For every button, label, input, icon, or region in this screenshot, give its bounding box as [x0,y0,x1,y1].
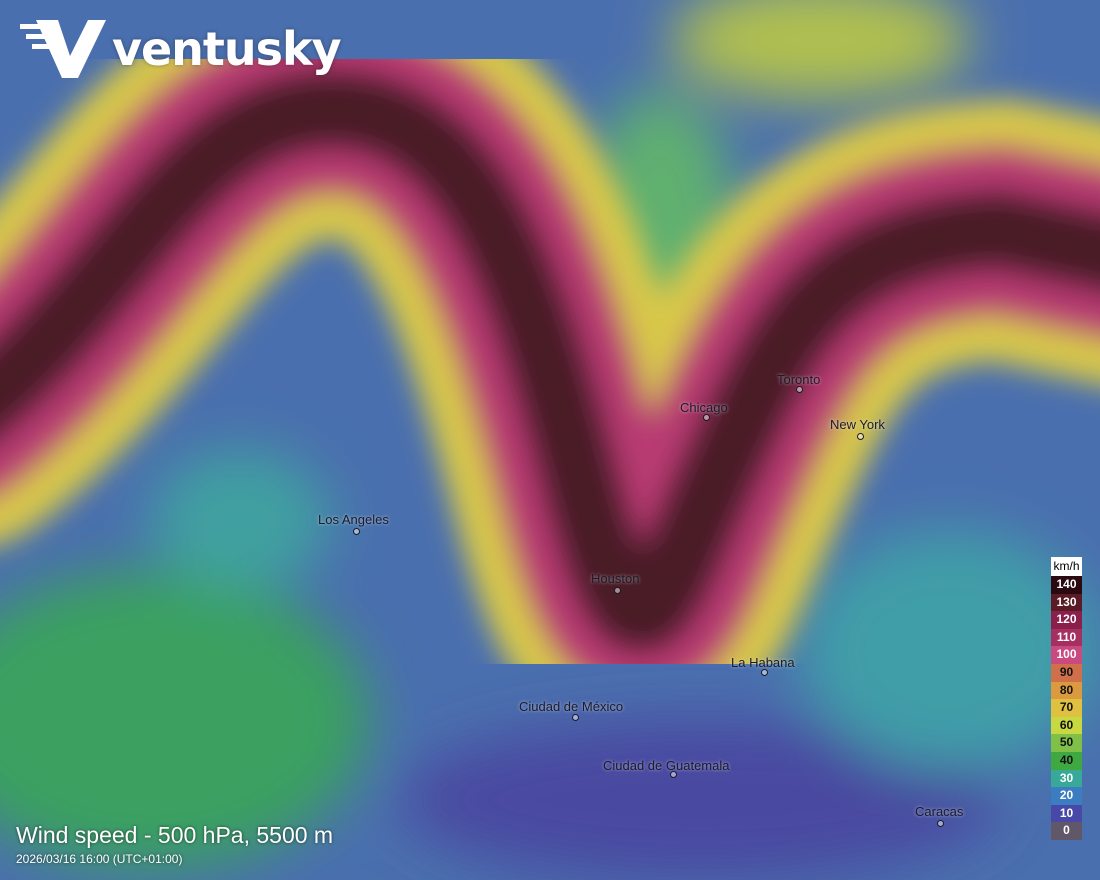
legend-step: 80 [1051,681,1082,700]
legend-step: 30 [1051,769,1082,788]
legend-step: 60 [1051,716,1082,735]
city-marker [703,414,710,421]
city-label: New York [830,417,885,432]
legend-step: 140 [1051,576,1082,594]
ventusky-logo-icon [20,20,106,78]
legend-step: 130 [1051,593,1082,612]
city-marker [796,386,803,393]
city-label: Los Angeles [318,512,389,527]
city-marker [614,587,621,594]
ventusky-logo[interactable]: ventusky [18,18,342,80]
brand-name: ventusky [112,22,342,76]
city-label: Houston [591,571,640,586]
legend-step: 70 [1051,699,1082,717]
city-label: Toronto [777,372,821,387]
city-marker [937,820,944,827]
legend-step: 20 [1051,787,1082,805]
city-marker [857,433,864,440]
city-marker [353,528,360,535]
city-marker [572,714,579,721]
city-label: La Habana [731,655,795,670]
city-marker [670,771,677,778]
city-marker [761,669,768,676]
legend-step: 110 [1051,628,1082,647]
wind-speed-legend[interactable]: km/h 140 130 120 110 100 90 80 70 60 50 40 30 20 10 0 [1051,557,1082,840]
layer-datetime: 2026/03/16 16:00 (UTC+01:00) [16,852,183,866]
city-label: Chicago [680,400,728,415]
city-label: Caracas [915,804,964,819]
legend-step: 10 [1051,804,1082,823]
legend-step: 100 [1051,646,1082,664]
city-label: Ciudad de Guatemala [603,758,730,773]
legend-step: 90 [1051,663,1082,682]
legend-unit: km/h [1051,557,1082,576]
legend-step: 0 [1051,822,1082,840]
city-label: Ciudad de México [519,699,624,714]
legend-step: 120 [1051,611,1082,629]
legend-step: 50 [1051,734,1082,752]
legend-step: 40 [1051,751,1082,770]
layer-title: Wind speed - 500 hPa, 5500 m [16,822,334,848]
